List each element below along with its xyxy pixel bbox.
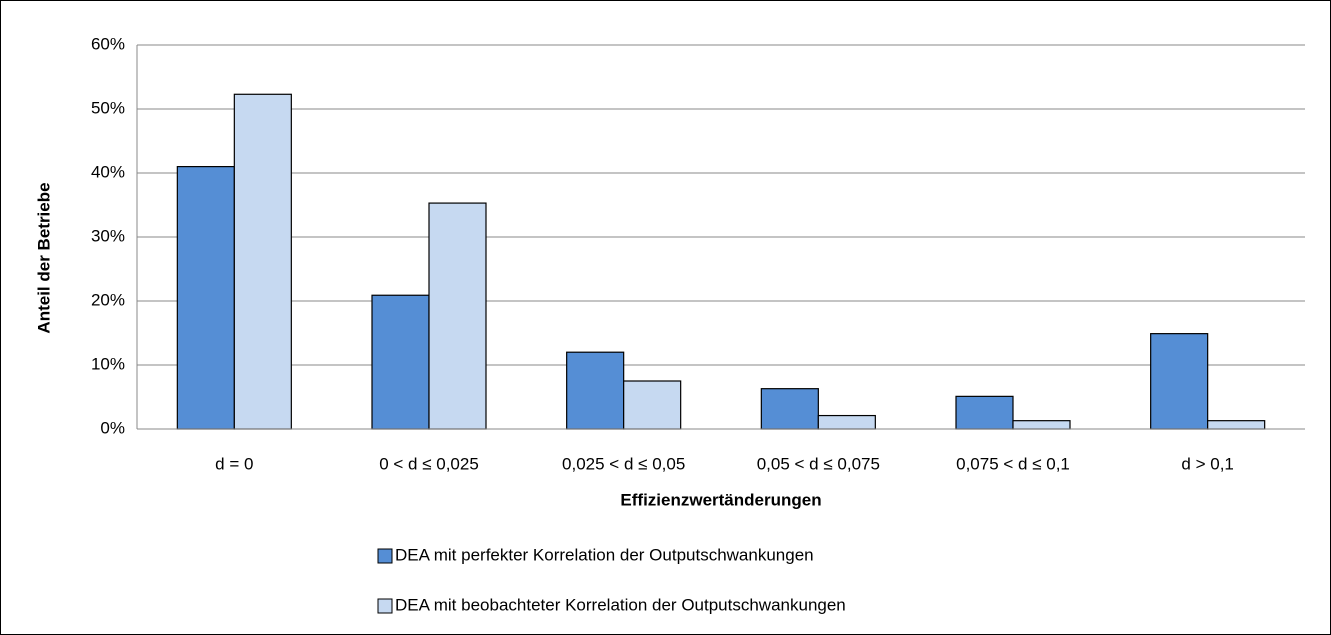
bar [1012,420,1071,430]
y-tick-label: 20% [91,290,125,309]
bar [1207,420,1266,430]
y-axis-title: Anteil der Betriebe [34,182,53,333]
x-axis-title: Effizienzwertänderungen [620,490,821,509]
bar [428,202,487,430]
legend-label: DEA mit perfekter Korrelation der Output… [395,545,814,564]
x-tick-label: 0 < d ≤ 0,025 [379,454,479,473]
y-tick-label: 50% [91,98,125,117]
y-tick-label: 30% [91,226,125,245]
legend-swatch [377,598,393,614]
x-tick-label: 0,05 < d ≤ 0,075 [757,454,880,473]
x-tick-label: 0,075 < d ≤ 0,1 [956,454,1070,473]
bar [233,93,292,430]
bar [760,388,819,430]
legend-swatch [377,548,393,564]
bar [371,294,430,430]
x-tick-label: d > 0,1 [1181,454,1233,473]
bar [623,380,682,430]
x-tick-label: d = 0 [215,454,253,473]
bar [955,395,1014,430]
bar [566,351,625,430]
legend-label: DEA mit beobachteter Korrelation der Out… [395,595,846,614]
y-tick-label: 40% [91,162,125,181]
bar [176,166,235,430]
x-tick-label: 0,025 < d ≤ 0,05 [562,454,685,473]
y-tick-label: 10% [91,354,125,373]
bar [1150,333,1209,430]
bar [817,414,876,430]
y-tick-label: 0% [100,418,125,437]
y-tick-label: 60% [91,34,125,53]
